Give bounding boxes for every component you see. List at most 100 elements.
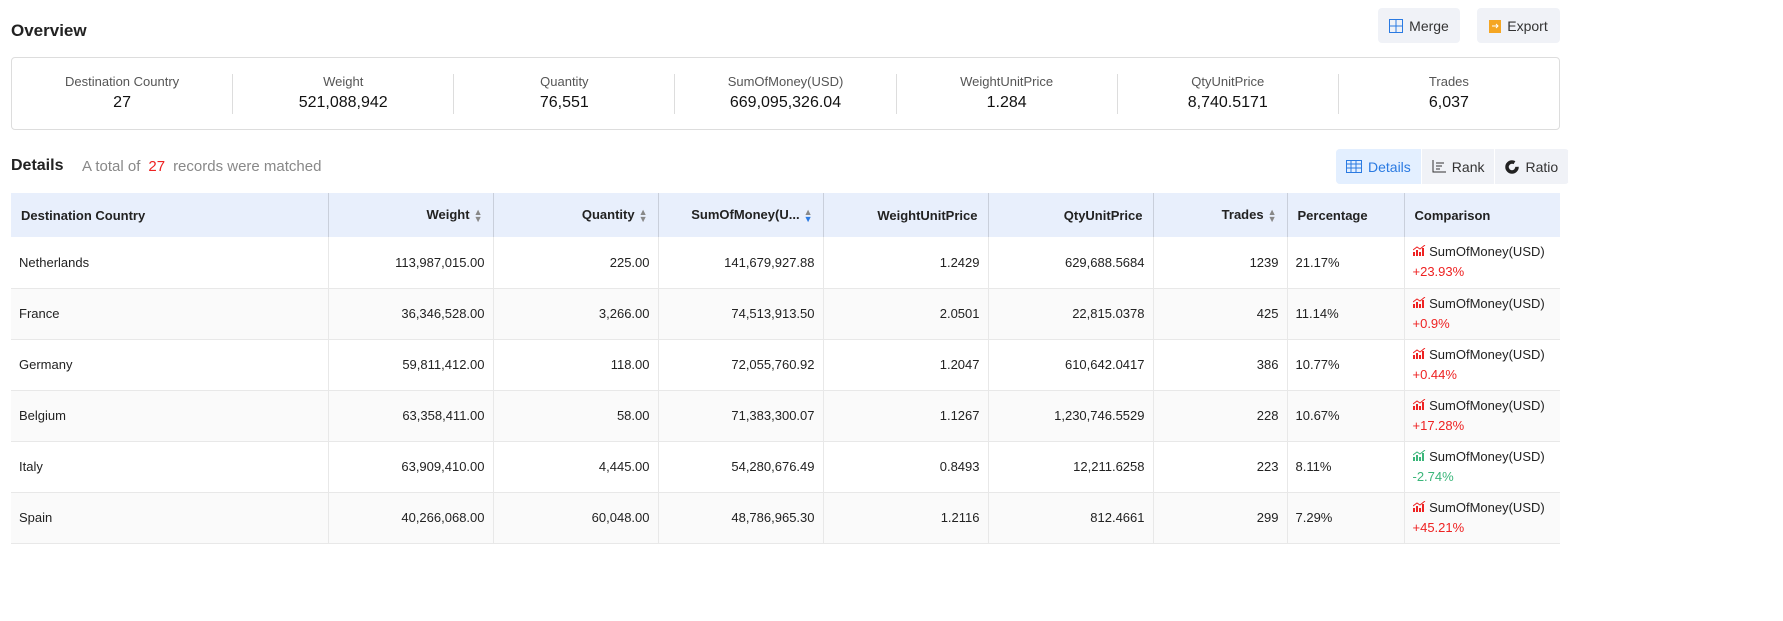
cell-qty-unit-price: 12,211.6258 bbox=[988, 441, 1154, 493]
cell-percentage: 11.14% bbox=[1287, 288, 1405, 340]
col-sum-of-money[interactable]: SumOfMoney(U... ▲ ▼ bbox=[658, 193, 824, 237]
details-title: Details bbox=[11, 157, 64, 174]
cell-qty-unit-price: 629,688.5684 bbox=[988, 237, 1154, 289]
cell-country: Netherlands bbox=[11, 237, 329, 289]
cell-percentage: 10.77% bbox=[1287, 339, 1405, 391]
table-row[interactable]: France 36,346,528.00 3,266.00 74,513,913.50… bbox=[11, 288, 1560, 340]
stat-quantity: Quantity 76,551 bbox=[454, 73, 676, 114]
stat-trades: Trades 6,037 bbox=[1339, 74, 1559, 114]
view-switcher: Details Rank Ratio bbox=[1336, 149, 1570, 184]
stat-destination-country: Destination Country 27 bbox=[12, 73, 234, 114]
cell-country: Belgium bbox=[11, 390, 329, 442]
stat-value: 6,037 bbox=[1428, 93, 1469, 111]
cell-quantity: 118.00 bbox=[493, 339, 659, 391]
comparison-change: +0.9% bbox=[1412, 315, 1450, 331]
stat-weight: Weight 521,088,942 bbox=[233, 73, 455, 114]
table-header: Destination Country Weight ▲ ▼ Quantity ▲ ▼ … bbox=[11, 193, 1560, 237]
cell-quantity: 3,266.00 bbox=[493, 288, 659, 340]
cell-weight: 63,358,411.00 bbox=[328, 390, 494, 442]
view-label: Details bbox=[1368, 158, 1411, 175]
table-row[interactable]: Germany 59,811,412.00 118.00 72,055,760.92 1… bbox=[11, 339, 1560, 391]
col-label: Trades bbox=[1221, 207, 1264, 223]
export-icon bbox=[1489, 19, 1502, 33]
cell-qty-unit-price: 610,642.0417 bbox=[988, 339, 1154, 391]
cell-country: Italy bbox=[11, 441, 329, 493]
cell-percentage: 10.67% bbox=[1287, 390, 1405, 442]
merge-icon bbox=[1389, 18, 1404, 33]
trend-up-icon bbox=[1412, 500, 1425, 512]
col-comparison: Comparison bbox=[1404, 193, 1560, 237]
cell-trades: 299 bbox=[1153, 492, 1288, 544]
cell-comparison: SumOfMoney(USD) +17.28% bbox=[1404, 390, 1560, 442]
cell-quantity: 4,445.00 bbox=[493, 441, 659, 493]
cell-weight: 40,266,068.00 bbox=[328, 492, 494, 544]
view-ratio-tab[interactable]: Ratio bbox=[1495, 149, 1570, 184]
stat-sum-of-money: SumOfMoney(USD) 669,095,326.04 bbox=[675, 73, 897, 114]
table-row[interactable]: Italy 63,909,410.00 4,445.00 54,280,676.49 0… bbox=[11, 441, 1560, 493]
cell-weight-unit-price: 1.1267 bbox=[823, 390, 989, 442]
comparison-metric: SumOfMoney(USD) bbox=[1429, 244, 1545, 260]
trend-up-icon bbox=[1412, 347, 1425, 359]
cell-comparison: SumOfMoney(USD) +0.44% bbox=[1404, 339, 1560, 391]
summary-suffix: records were matched bbox=[173, 158, 322, 175]
sort-icon[interactable]: ▲ ▼ bbox=[473, 206, 483, 224]
cell-comparison: SumOfMoney(USD) +45.21% bbox=[1404, 492, 1560, 544]
donut-chart-icon bbox=[1505, 159, 1520, 174]
col-quantity[interactable]: Quantity ▲ ▼ bbox=[493, 193, 659, 237]
col-destination-country[interactable]: Destination Country bbox=[11, 193, 329, 237]
cell-trades: 223 bbox=[1153, 441, 1288, 493]
cell-trades: 228 bbox=[1153, 390, 1288, 442]
comparison-change: +23.93% bbox=[1412, 264, 1465, 280]
col-label: SumOfMoney(U... bbox=[691, 207, 800, 223]
col-weight-unit-price: WeightUnitPrice bbox=[823, 193, 989, 237]
cell-comparison: SumOfMoney(USD) +0.9% bbox=[1404, 288, 1560, 340]
cell-percentage: 21.17% bbox=[1287, 237, 1405, 289]
cell-qty-unit-price: 1,230,746.5529 bbox=[988, 390, 1154, 442]
records-summary: A total of 27 records were matched bbox=[82, 158, 321, 175]
comparison-metric: SumOfMoney(USD) bbox=[1429, 346, 1545, 362]
comparison-change: +17.28% bbox=[1412, 417, 1465, 433]
cell-weight-unit-price: 1.2116 bbox=[823, 492, 989, 544]
stat-label: Trades bbox=[1428, 73, 1469, 89]
trend-up-icon bbox=[1412, 244, 1425, 257]
view-details-tab[interactable]: Details bbox=[1336, 149, 1422, 184]
trend-up-icon bbox=[1412, 296, 1425, 308]
export-button[interactable]: Export bbox=[1477, 8, 1560, 43]
col-label: Percentage bbox=[1297, 207, 1368, 223]
col-label: WeightUnitPrice bbox=[877, 207, 978, 223]
comparison-metric: SumOfMoney(USD) bbox=[1429, 295, 1545, 311]
comparison-change: +45.21% bbox=[1412, 519, 1465, 535]
cell-percentage: 7.29% bbox=[1287, 492, 1405, 544]
table-row[interactable]: Netherlands 113,987,015.00 225.00 141,679,9… bbox=[11, 237, 1560, 289]
stat-value: 669,095,326.04 bbox=[729, 93, 842, 111]
comparison-metric: SumOfMoney(USD) bbox=[1429, 448, 1545, 464]
table-row[interactable]: Spain 40,266,068.00 60,048.00 48,786,965.30… bbox=[11, 492, 1560, 544]
col-label: Comparison bbox=[1414, 207, 1491, 223]
export-label: Export bbox=[1507, 17, 1548, 34]
stat-value: 8,740.5171 bbox=[1187, 93, 1268, 111]
col-qty-unit-price: QtyUnitPrice bbox=[988, 193, 1154, 237]
merge-button[interactable]: Merge bbox=[1378, 8, 1460, 43]
comparison-metric: SumOfMoney(USD) bbox=[1429, 397, 1545, 413]
cell-weight-unit-price: 2.0501 bbox=[823, 288, 989, 340]
cell-weight-unit-price: 1.2429 bbox=[823, 237, 989, 289]
col-label: Weight bbox=[426, 207, 470, 223]
merge-label: Merge bbox=[1409, 17, 1449, 34]
cell-country: France bbox=[11, 288, 329, 340]
sort-icon[interactable]: ▲ ▼ bbox=[638, 206, 648, 224]
cell-country: Germany bbox=[11, 339, 329, 391]
stat-value: 27 bbox=[113, 93, 131, 111]
table-icon bbox=[1346, 160, 1362, 173]
col-label: Destination Country bbox=[21, 207, 146, 223]
col-trades[interactable]: Trades ▲ ▼ bbox=[1153, 193, 1288, 237]
view-rank-tab[interactable]: Rank bbox=[1422, 149, 1496, 184]
table-row[interactable]: Belgium 63,358,411.00 58.00 71,383,300.07 1.… bbox=[11, 390, 1560, 442]
sort-icon[interactable]: ▲ ▼ bbox=[1267, 206, 1277, 224]
cell-sum-of-money: 71,383,300.07 bbox=[658, 390, 824, 442]
cell-trades: 386 bbox=[1153, 339, 1288, 391]
stat-value: 76,551 bbox=[539, 93, 589, 111]
col-weight[interactable]: Weight ▲ ▼ bbox=[328, 193, 494, 237]
sort-desc-icon[interactable]: ▲ ▼ bbox=[803, 206, 813, 224]
stat-label: WeightUnitPrice bbox=[960, 73, 1054, 89]
comparison-metric: SumOfMoney(USD) bbox=[1429, 499, 1545, 515]
